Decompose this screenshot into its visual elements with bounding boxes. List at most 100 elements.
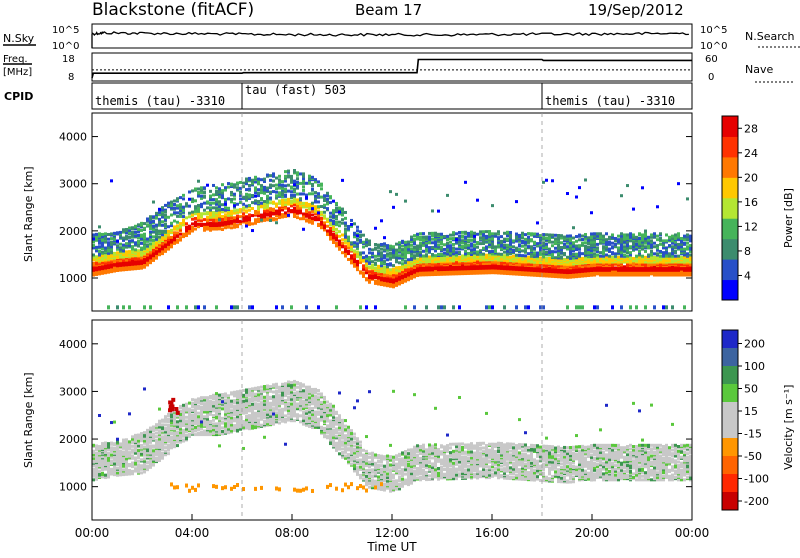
power-cell bbox=[263, 178, 266, 181]
power-cell bbox=[275, 210, 278, 213]
power-cell bbox=[167, 202, 170, 205]
power-cell bbox=[179, 196, 182, 199]
power-cell bbox=[230, 191, 233, 194]
power-cell bbox=[398, 261, 401, 264]
power-cell bbox=[521, 240, 524, 243]
power-cell bbox=[374, 262, 377, 265]
power-cell bbox=[329, 219, 332, 222]
power-cell bbox=[173, 207, 176, 210]
velocity-cell bbox=[134, 467, 137, 470]
power-cell bbox=[383, 248, 386, 251]
power-cell bbox=[176, 204, 179, 207]
power-cell bbox=[176, 231, 179, 234]
power-cell bbox=[152, 239, 155, 242]
power-cell bbox=[608, 248, 611, 251]
power-cell bbox=[314, 178, 317, 181]
power-cell bbox=[239, 181, 242, 184]
power-cell bbox=[284, 175, 287, 178]
power-cell bbox=[311, 214, 314, 217]
power-cell bbox=[569, 234, 572, 237]
power-cell bbox=[206, 200, 209, 203]
power-cell bbox=[368, 256, 371, 259]
power-cell bbox=[212, 193, 215, 196]
power-cell bbox=[326, 198, 329, 201]
power-cell bbox=[131, 226, 134, 229]
power-cell bbox=[131, 245, 134, 248]
power-cell bbox=[350, 223, 353, 226]
power-cell bbox=[143, 233, 146, 236]
power-cell bbox=[281, 305, 284, 309]
power-cell bbox=[497, 230, 500, 233]
power-cell bbox=[614, 252, 617, 255]
power-cell bbox=[167, 225, 170, 228]
power-cell bbox=[593, 252, 596, 255]
velocity-cell bbox=[140, 458, 143, 461]
power-cell bbox=[632, 208, 635, 211]
power-cell bbox=[296, 181, 299, 184]
power-cell bbox=[482, 247, 485, 250]
power-cell bbox=[458, 231, 461, 234]
freq-left-tick-bottom: 8 bbox=[68, 72, 74, 83]
power-cell bbox=[560, 246, 563, 249]
cpid-segment-2: tau (fast) 503 bbox=[245, 83, 346, 97]
power-cell bbox=[149, 231, 152, 234]
power-cell bbox=[566, 192, 569, 195]
power-cell bbox=[635, 255, 638, 258]
power-cell bbox=[482, 253, 485, 256]
power-cell bbox=[680, 237, 683, 240]
power-cell bbox=[545, 237, 548, 240]
power-cell bbox=[461, 234, 464, 237]
power-cell bbox=[149, 242, 152, 245]
power-cell bbox=[617, 256, 620, 259]
power-cell bbox=[566, 245, 569, 248]
power-cell bbox=[329, 195, 332, 198]
power-cell bbox=[431, 241, 434, 244]
power-cell bbox=[656, 244, 659, 247]
power-cell bbox=[428, 232, 431, 235]
power-cell bbox=[149, 215, 152, 218]
power-cell bbox=[644, 256, 647, 259]
power-cell bbox=[413, 238, 416, 241]
velocity-cell bbox=[128, 451, 131, 454]
power-cell bbox=[128, 227, 131, 230]
power-cell bbox=[107, 233, 110, 236]
power-cell bbox=[608, 241, 611, 244]
power-cell bbox=[326, 229, 329, 232]
power-cell bbox=[176, 305, 179, 309]
power-cell bbox=[374, 305, 377, 309]
power-cell bbox=[440, 233, 443, 236]
power-cell bbox=[326, 218, 329, 221]
power-cell bbox=[581, 257, 584, 260]
power-cell bbox=[485, 254, 488, 257]
power-cell bbox=[281, 213, 284, 216]
power-cell bbox=[431, 246, 434, 249]
power-cell bbox=[428, 255, 431, 258]
power-cell bbox=[380, 219, 383, 222]
power-cell bbox=[287, 184, 290, 187]
power-cell bbox=[641, 255, 644, 258]
velocity-cell bbox=[113, 447, 116, 450]
power-cell bbox=[368, 251, 371, 254]
power-cell bbox=[341, 222, 344, 225]
power-cell bbox=[209, 202, 212, 205]
power-cell bbox=[515, 200, 518, 203]
power-cell bbox=[272, 217, 275, 220]
noise-right-tick-top: 10^5 bbox=[700, 25, 727, 36]
power-cell bbox=[644, 232, 647, 235]
power-cell bbox=[596, 253, 599, 256]
velocity-cell bbox=[110, 468, 113, 471]
power-cell bbox=[170, 236, 173, 239]
power-cell bbox=[203, 223, 206, 226]
velocity-cell bbox=[104, 442, 107, 445]
power-cell bbox=[290, 305, 293, 309]
power-cell bbox=[110, 179, 113, 182]
power-cell bbox=[320, 205, 323, 208]
power-cell bbox=[623, 265, 626, 268]
power-cell bbox=[584, 178, 587, 181]
power-cell bbox=[308, 203, 311, 206]
power-cell bbox=[368, 240, 371, 243]
power-cell bbox=[533, 251, 536, 254]
power-cell bbox=[578, 251, 581, 254]
power-cell bbox=[440, 253, 443, 256]
